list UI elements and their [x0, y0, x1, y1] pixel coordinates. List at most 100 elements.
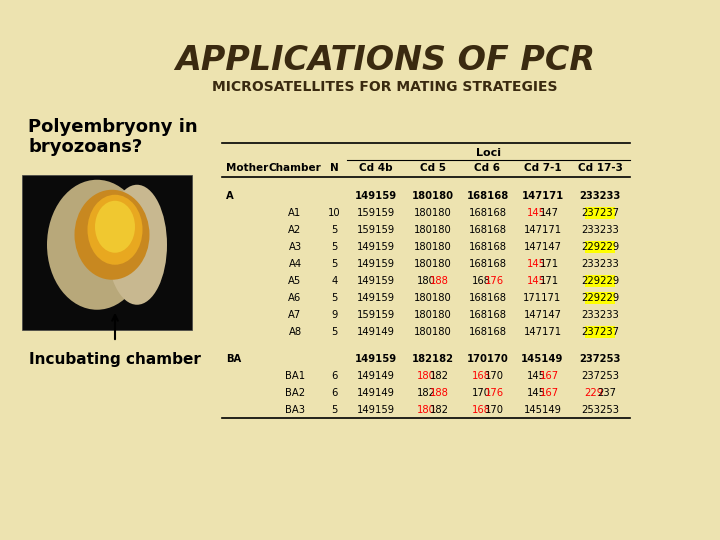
Text: 180: 180 [417, 371, 436, 381]
Text: Cd 6: Cd 6 [474, 163, 500, 173]
Text: 145149: 145149 [521, 354, 564, 364]
Text: 149159: 149159 [357, 276, 395, 286]
Text: 180180: 180180 [413, 259, 451, 269]
Text: 147147: 147147 [523, 310, 562, 320]
Text: 229229: 229229 [581, 293, 619, 303]
Text: 147: 147 [539, 208, 559, 218]
Text: 168168: 168168 [469, 293, 506, 303]
Text: 229: 229 [584, 388, 603, 398]
Text: 147147: 147147 [523, 242, 562, 252]
Text: 6: 6 [331, 371, 338, 381]
Text: A: A [226, 191, 234, 201]
Ellipse shape [47, 180, 147, 310]
Text: 171: 171 [539, 259, 559, 269]
Text: 149159: 149159 [357, 405, 395, 415]
Text: 149159: 149159 [357, 293, 395, 303]
Text: 180180: 180180 [413, 208, 451, 218]
Bar [22, 175, 192, 330]
Ellipse shape [95, 201, 135, 253]
Text: Chamber: Chamber [269, 163, 321, 173]
Text: 145: 145 [526, 388, 546, 398]
Text: A6: A6 [289, 293, 302, 303]
Text: A5: A5 [289, 276, 302, 286]
Text: Loci: Loci [476, 148, 501, 158]
Text: 170170: 170170 [467, 354, 508, 364]
Text: 170: 170 [485, 405, 503, 415]
Text: 180180: 180180 [413, 225, 451, 235]
Text: 171: 171 [539, 276, 559, 286]
Text: 170: 170 [485, 371, 503, 381]
Text: 168: 168 [472, 371, 490, 381]
Text: 5: 5 [331, 405, 338, 415]
Text: BA3: BA3 [285, 405, 305, 415]
Text: Cd 4b: Cd 4b [359, 163, 393, 173]
Text: APPLICATIONS OF PCR: APPLICATIONS OF PCR [175, 44, 595, 77]
Text: 176: 176 [485, 276, 503, 286]
Text: Cd 5: Cd 5 [420, 163, 446, 173]
Bar [585, 326, 615, 338]
Text: 147171: 147171 [523, 327, 562, 337]
Text: 237237: 237237 [581, 327, 619, 337]
Text: 159159: 159159 [357, 208, 395, 218]
Text: 159159: 159159 [357, 225, 395, 235]
Text: 170: 170 [472, 388, 490, 398]
Text: 145: 145 [526, 208, 546, 218]
Text: Cd 7-1: Cd 7-1 [523, 163, 562, 173]
Text: 168168: 168168 [469, 225, 506, 235]
Text: 168: 168 [472, 276, 490, 286]
Text: 182: 182 [429, 371, 449, 381]
Text: BA: BA [226, 354, 241, 364]
Text: 147171: 147171 [523, 225, 562, 235]
Ellipse shape [107, 185, 167, 305]
Text: A8: A8 [289, 327, 302, 337]
Text: 237253: 237253 [581, 371, 619, 381]
Text: 145: 145 [526, 371, 546, 381]
Text: 145: 145 [526, 276, 546, 286]
Text: 5: 5 [331, 242, 338, 252]
Text: 253253: 253253 [581, 405, 619, 415]
Text: 5: 5 [331, 327, 338, 337]
Ellipse shape [88, 195, 143, 265]
Text: A2: A2 [289, 225, 302, 235]
Text: 5: 5 [331, 259, 338, 269]
Text: A4: A4 [289, 259, 302, 269]
Text: 180180: 180180 [413, 293, 451, 303]
Text: N: N [330, 163, 339, 173]
Text: 149159: 149159 [357, 242, 395, 252]
Text: 188: 188 [430, 388, 449, 398]
Text: BA1: BA1 [285, 371, 305, 381]
Text: 145: 145 [526, 259, 546, 269]
Text: 6: 6 [331, 388, 338, 398]
Text: 233233: 233233 [581, 310, 619, 320]
Text: 188: 188 [430, 276, 449, 286]
Text: Polyembryony in: Polyembryony in [28, 118, 197, 136]
Text: 233233: 233233 [581, 259, 619, 269]
Bar [585, 275, 615, 287]
Text: bryozoans?: bryozoans? [28, 138, 143, 156]
Text: Cd 17-3: Cd 17-3 [577, 163, 622, 173]
Text: 149149: 149149 [357, 327, 395, 337]
Text: 149149: 149149 [357, 371, 395, 381]
Text: 229229: 229229 [581, 276, 619, 286]
Text: 149159: 149159 [357, 259, 395, 269]
Text: 233233: 233233 [581, 225, 619, 235]
Text: MICROSATELLITES FOR MATING STRATEGIES: MICROSATELLITES FOR MATING STRATEGIES [212, 80, 558, 94]
Text: 176: 176 [485, 388, 503, 398]
Text: BA2: BA2 [285, 388, 305, 398]
Text: 180180: 180180 [413, 242, 451, 252]
Text: 168168: 168168 [467, 191, 508, 201]
Bar [585, 292, 615, 304]
Text: 168: 168 [472, 405, 490, 415]
Text: 5: 5 [331, 225, 338, 235]
Ellipse shape [74, 190, 150, 280]
Text: 237237: 237237 [581, 208, 619, 218]
Text: 182: 182 [429, 405, 449, 415]
Text: 9: 9 [331, 310, 338, 320]
Text: 159159: 159159 [357, 310, 395, 320]
Text: 229229: 229229 [581, 242, 619, 252]
Text: 182182: 182182 [412, 354, 454, 364]
Text: 180: 180 [417, 276, 436, 286]
Text: 167: 167 [539, 371, 559, 381]
Text: 149159: 149159 [355, 191, 397, 201]
Text: A7: A7 [289, 310, 302, 320]
